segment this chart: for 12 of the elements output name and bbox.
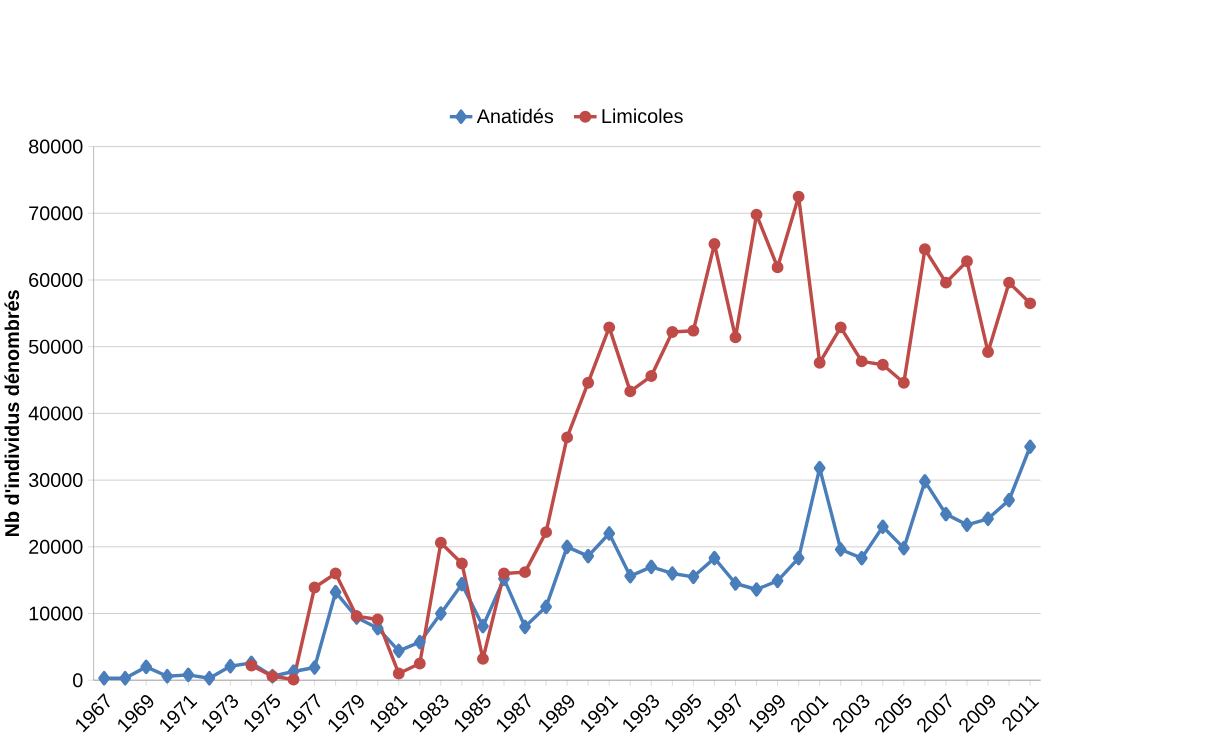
y-tick-label: 50000 [28,339,83,354]
legend-label: Limicoles [602,108,683,124]
y-tick-label: 70000 [29,206,83,221]
legend-label: Anatidés [476,108,554,124]
y-tick-label: 80000 [29,139,83,154]
y-tick-label: 20000 [29,539,83,554]
y-tick-label: 40000 [28,406,83,421]
y-axis-title: Nb d'individus dénombrés [4,290,20,537]
y-tick-label: 10000 [29,606,83,621]
y-tick-label: 60000 [29,273,83,288]
y-tick-label: 30000 [28,473,83,488]
y-tick-label: 0 [73,673,83,688]
